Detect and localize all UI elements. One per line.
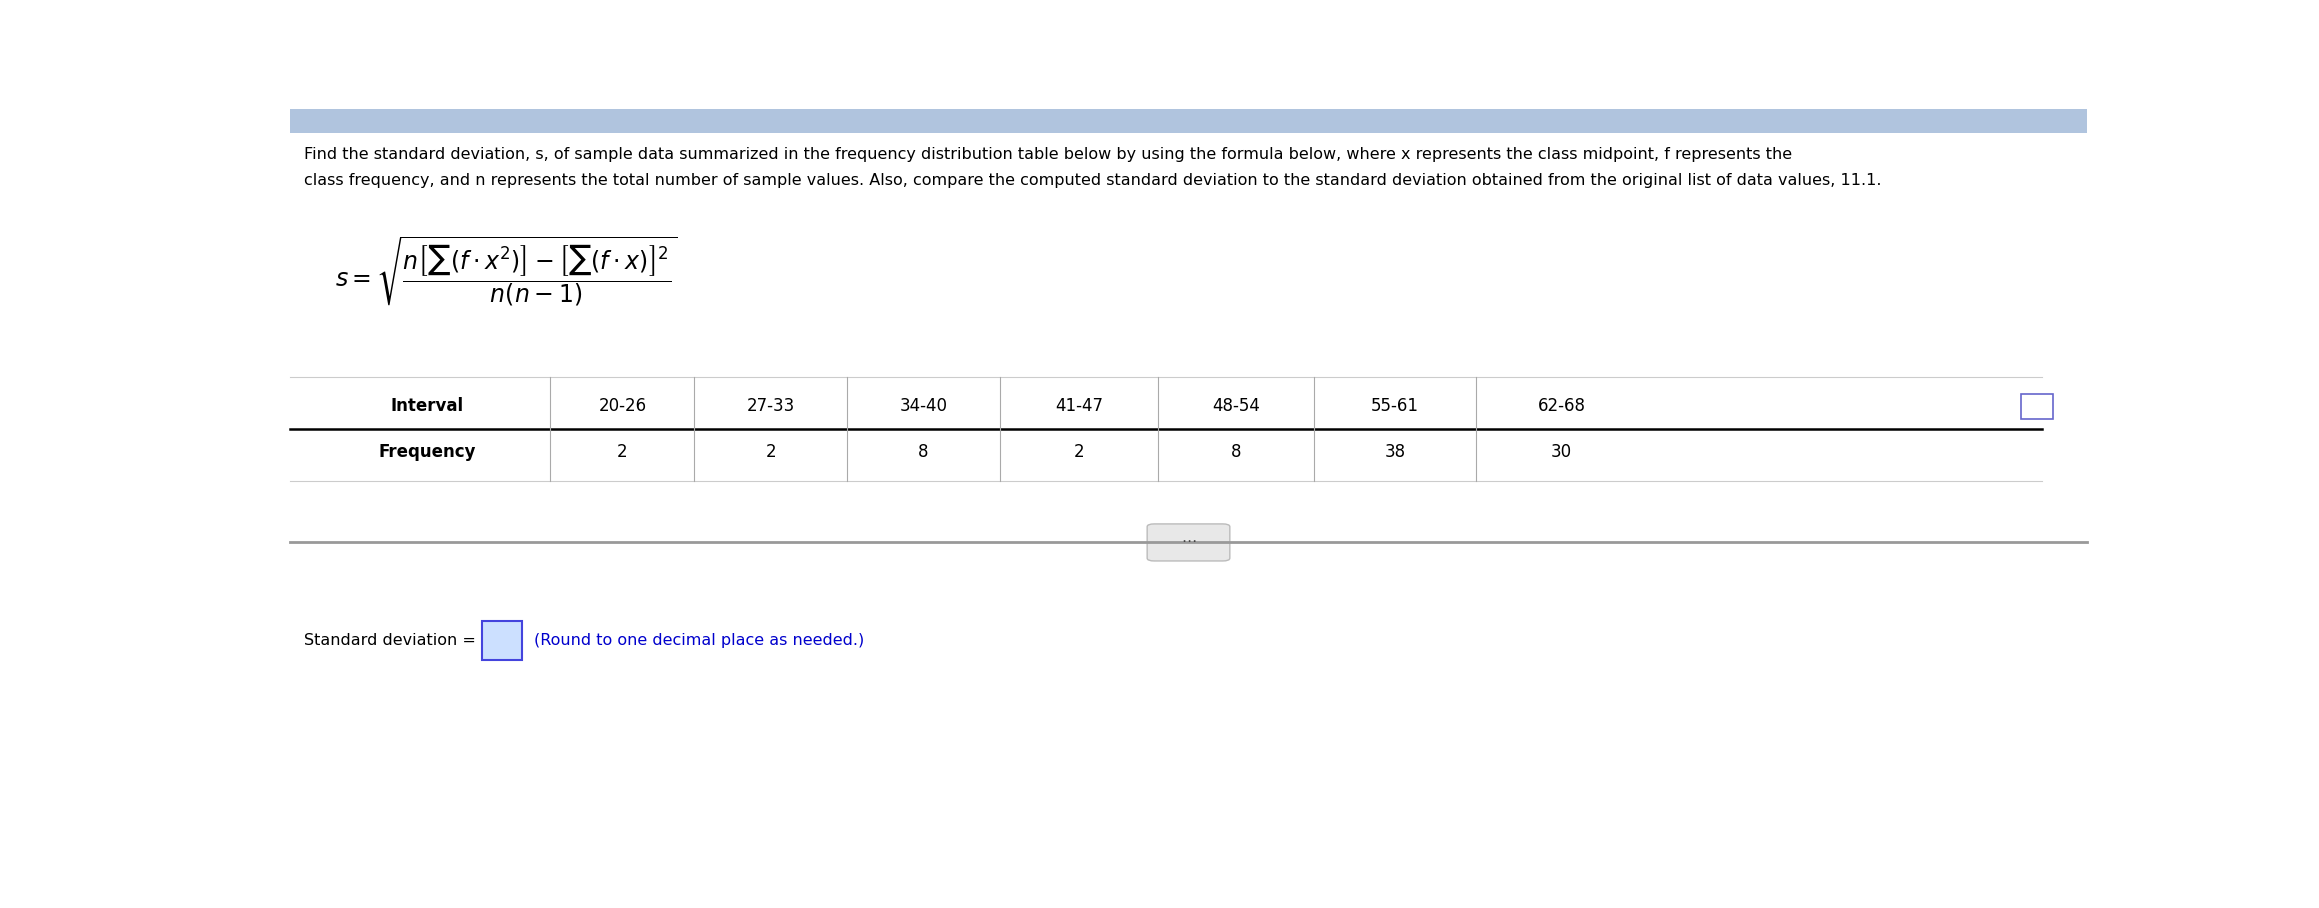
- Text: Standard deviation =: Standard deviation =: [304, 633, 475, 647]
- Text: Frequency: Frequency: [378, 442, 475, 460]
- Text: 2: 2: [765, 442, 777, 460]
- Text: 62-68: 62-68: [1537, 397, 1586, 415]
- FancyBboxPatch shape: [2020, 393, 2052, 419]
- Text: ⋯: ⋯: [1180, 534, 1197, 548]
- Text: 2: 2: [617, 442, 628, 460]
- Text: 27-33: 27-33: [747, 397, 795, 415]
- FancyBboxPatch shape: [482, 621, 522, 660]
- Text: 20-26: 20-26: [598, 397, 647, 415]
- Text: 30: 30: [1551, 442, 1572, 460]
- Text: 41-47: 41-47: [1055, 397, 1104, 415]
- Text: Interval: Interval: [392, 397, 464, 415]
- FancyBboxPatch shape: [1148, 524, 1229, 561]
- Text: 38: 38: [1384, 442, 1405, 460]
- Text: $s = \sqrt{\dfrac{n\left[\sum(f \cdot x^2)\right] - \left[\sum(f \cdot x)\right]: $s = \sqrt{\dfrac{n\left[\sum(f \cdot x^…: [334, 235, 677, 309]
- Text: Find the standard deviation, s, of sample data summarized in the frequency distr: Find the standard deviation, s, of sampl…: [304, 147, 1793, 163]
- FancyBboxPatch shape: [290, 109, 2087, 133]
- Text: 48-54: 48-54: [1213, 397, 1259, 415]
- Text: 55-61: 55-61: [1371, 397, 1419, 415]
- Text: (Round to one decimal place as needed.): (Round to one decimal place as needed.): [533, 633, 865, 647]
- Text: 8: 8: [918, 442, 928, 460]
- Text: 34-40: 34-40: [900, 397, 948, 415]
- Text: 2: 2: [1074, 442, 1085, 460]
- Text: class frequency, and n represents the total number of sample values. Also, compa: class frequency, and n represents the to…: [304, 173, 1881, 188]
- Text: 8: 8: [1231, 442, 1241, 460]
